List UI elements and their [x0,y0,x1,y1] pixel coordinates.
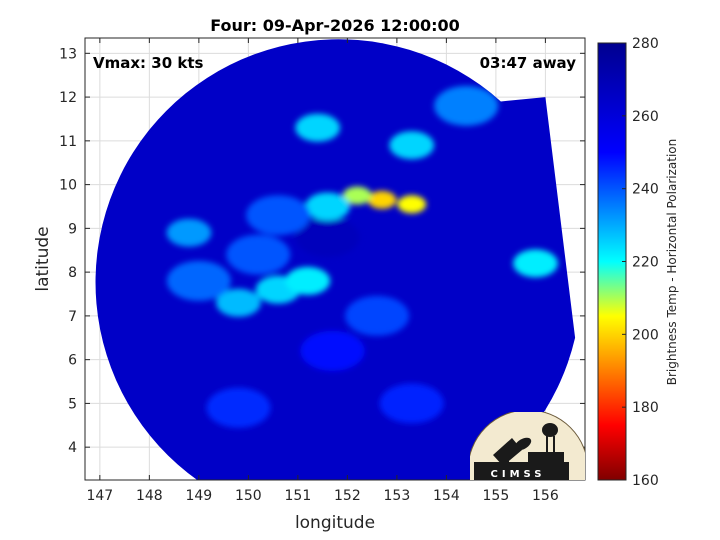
x-tick-label: 153 [384,488,411,504]
x-axis-label: longitude [295,513,375,533]
swath-feature [216,288,261,317]
x-ticks: 147 148 149 150 151 152 153 154 155 156 [86,38,559,504]
y-tick-label: 10 [59,178,77,194]
x-tick-label: 155 [483,488,510,504]
y-tick-label: 8 [68,265,77,281]
colorbar-ticks: 160 180 200 220 240 260 280 [622,36,659,489]
swath-feature [397,195,427,214]
y-tick-label: 6 [68,353,77,369]
swath-feature [379,383,444,424]
x-tick-label: 147 [86,488,113,504]
y-tick-label: 5 [68,396,77,412]
time-away-annotation: 03:47 away [480,54,577,72]
swath-feature [295,113,341,142]
x-tick-label: 156 [532,488,559,504]
colorbar-tick-label: 220 [632,255,659,271]
colorbar-tick-label: 280 [632,36,659,52]
colorbar-tick-label: 240 [632,182,659,198]
swath-feature [367,190,397,209]
y-tick-label: 4 [68,440,77,456]
x-tick-label: 149 [185,488,212,504]
swath-feature [345,295,410,336]
colorbar: 160 180 200 220 240 260 280 Brightness Temp - … [597,36,679,489]
cimss-logo: CIMSS [470,412,585,480]
vmax-annotation: Vmax: 30 kts [93,54,203,72]
swath-feature [295,217,360,258]
swath-feature [300,330,365,371]
brightness-temp-swath [95,39,576,480]
swath-feature [434,85,499,126]
x-tick-label: 152 [334,488,361,504]
x-tick-label: 150 [235,488,262,504]
colorbar-tick-label: 180 [632,400,659,416]
swath-feature [206,387,271,428]
colorbar-gradient [597,42,627,481]
y-tick-label: 12 [59,90,77,106]
colorbar-tick-label: 160 [632,473,659,489]
y-tick-label: 9 [68,221,77,237]
x-tick-label: 154 [433,488,460,504]
colorbar-tick-label: 260 [632,109,659,125]
x-tick-label: 151 [285,488,312,504]
swath-feature [342,186,372,205]
cimss-logo-text: CIMSS [491,469,546,480]
swath-feature [226,234,291,275]
y-ticks: 4 5 6 7 8 9 10 11 12 13 [59,46,585,456]
swath-feature [166,260,231,301]
y-tick-label: 11 [59,134,77,150]
swath-feature [246,195,311,236]
swath-feature [389,131,435,160]
x-tick-label: 148 [136,488,163,504]
y-axis-label: latitude [33,226,53,291]
axes-frame [84,37,586,481]
swath-feature [513,249,558,278]
chart-title: Four: 09-Apr-2026 12:00:00 [210,16,460,35]
colorbar-tick-label: 200 [632,327,659,343]
swath-feature [285,266,331,295]
swath-feature [305,192,350,221]
y-tick-label: 13 [59,46,77,62]
swath-feature [166,218,212,247]
colorbar-label: Brightness Temp - Horizontal Polarizatio… [665,139,679,386]
y-tick-label: 7 [68,309,77,325]
